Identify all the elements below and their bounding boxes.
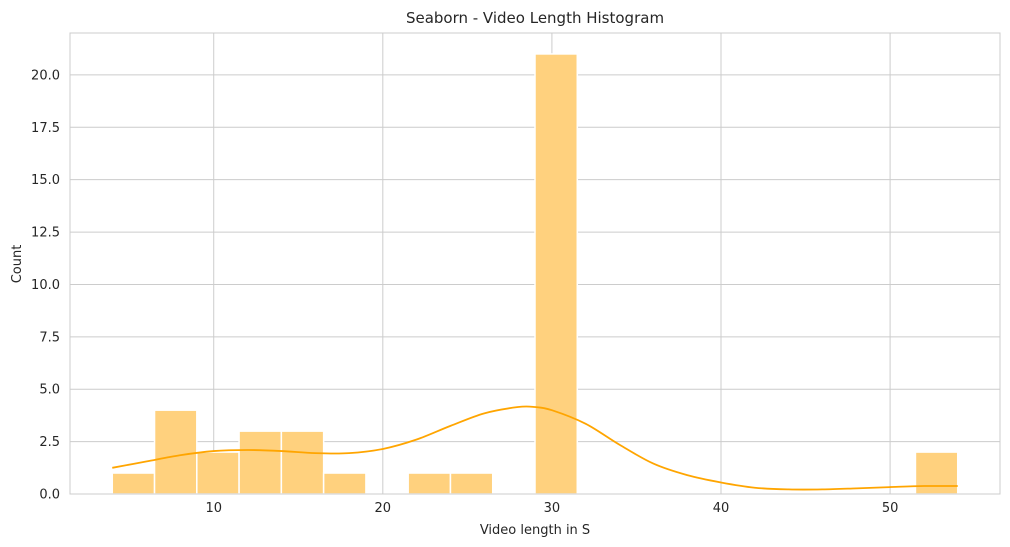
- kde-line: [112, 405, 958, 491]
- y-tick-label: 20.0: [31, 68, 60, 83]
- y-tick-label: 2.5: [39, 435, 60, 450]
- histogram-bar: [914, 451, 959, 495]
- x-tick-label: 50: [882, 501, 899, 516]
- histogram-bar: [280, 430, 325, 495]
- x-tick-label: 40: [713, 501, 730, 516]
- y-tick-label: 15.0: [31, 173, 60, 188]
- y-tick-labels: 0.0 2.5 5.0 7.5 10.0 12.5 15.0 17.5 20.0: [31, 68, 60, 502]
- histogram-bar: [238, 430, 283, 495]
- histogram-bar: [153, 409, 198, 495]
- y-tick-label: 5.0: [39, 383, 60, 398]
- y-tick-label: 12.5: [31, 226, 60, 241]
- histogram-bar: [322, 472, 367, 495]
- histogram-bar: [407, 472, 452, 495]
- histogram-bar: [196, 451, 240, 495]
- histogram-bar: [449, 472, 494, 495]
- y-tick-label: 10.0: [31, 278, 60, 293]
- x-tick-label: 30: [544, 501, 561, 516]
- y-tick-label: 7.5: [39, 330, 60, 345]
- y-tick-label: 0.0: [39, 488, 60, 503]
- x-tick-label: 20: [375, 501, 392, 516]
- kde-curve-group: [112, 405, 958, 491]
- histogram-bars: [111, 53, 959, 495]
- x-tick-label: 10: [205, 501, 222, 516]
- y-tick-label: 17.5: [31, 121, 60, 136]
- y-axis-title: Count: [10, 245, 25, 284]
- chart-title: Seaborn - Video Length Histogram: [406, 9, 664, 27]
- plot-frame: [69, 32, 1001, 495]
- histogram-bar: [534, 53, 579, 495]
- histogram-bar: [111, 472, 156, 495]
- x-axis-title: Video length in S: [480, 523, 590, 538]
- x-tick-labels: 10 20 30 40 50: [205, 501, 898, 516]
